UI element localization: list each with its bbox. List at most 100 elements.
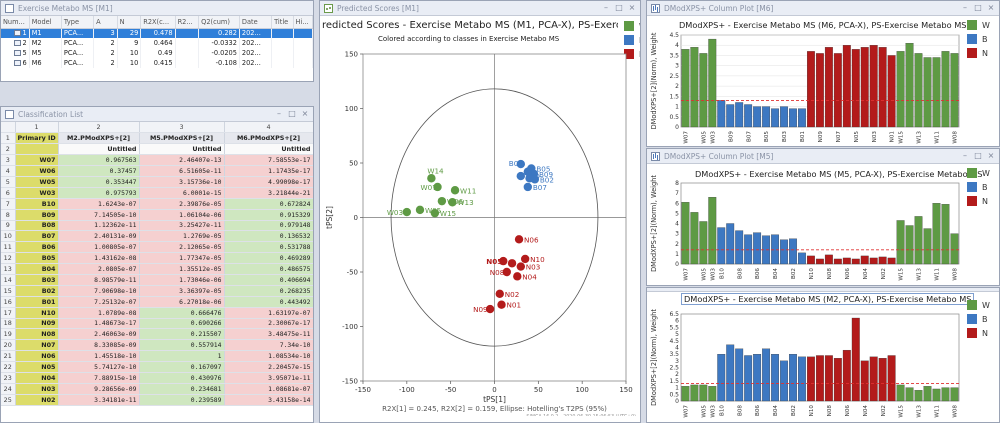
bar[interactable] [869,356,878,402]
bar[interactable] [860,255,869,265]
dmod-plot[interactable]: 00.511.522.533.544.555.566.5 W07 W05 W03 B10… [647,288,1000,423]
bar[interactable] [923,228,932,265]
bar[interactable] [860,360,869,402]
table-row[interactable]: 9 B08 1.12362e-11 3.25427e-11 0.979148 [1,220,313,232]
bar[interactable] [905,43,914,128]
bar[interactable] [780,360,788,402]
bar[interactable] [708,386,717,402]
bar[interactable] [887,257,896,265]
bar[interactable] [699,384,708,402]
score-point[interactable] [427,174,436,183]
bar[interactable] [833,358,842,402]
legend-item[interactable]: B [967,32,990,46]
bar[interactable] [735,102,744,128]
score-point[interactable] [525,174,534,183]
bar[interactable] [762,106,771,128]
bar[interactable] [851,49,860,128]
bar[interactable] [744,234,753,265]
model-col-header[interactable]: Type [61,16,95,29]
minimize-icon[interactable]: – [277,109,281,118]
maximize-icon[interactable]: □ [615,3,623,12]
table-row[interactable]: 10 B07 2.40131e-09 1.2769e-05 0.136532 [1,230,313,243]
score-point[interactable] [520,254,530,264]
score-point[interactable] [437,196,447,206]
bar[interactable] [869,257,878,265]
table-row[interactable]: 4 W06 0.37457 6.51605e-11 1.17435e-17 [1,165,313,177]
model-col-header[interactable]: Hi... [293,16,313,29]
bar[interactable] [798,252,806,265]
close-icon[interactable]: × [628,3,636,12]
bar[interactable] [780,239,788,265]
bar[interactable] [708,38,717,128]
bar[interactable] [896,384,905,402]
bar[interactable] [762,348,771,402]
score-point[interactable] [516,159,525,169]
score-point[interactable] [497,300,506,309]
bar[interactable] [780,106,788,128]
classification-titlebar[interactable]: Classification List – □ × [1,107,313,122]
bar[interactable] [798,356,806,402]
bar[interactable] [815,355,824,402]
minimize-icon[interactable]: – [963,3,967,12]
score-point[interactable] [523,182,533,192]
bar[interactable] [717,100,726,128]
legend-item[interactable]: B [967,312,990,326]
bar[interactable] [824,254,833,265]
table-row[interactable]: 20 N07 8.33085e-09 0.557914 7.34e-10 [1,339,313,352]
close-icon[interactable]: × [987,3,995,12]
bar[interactable] [699,53,708,128]
score-point[interactable] [402,207,412,217]
bar[interactable] [941,204,950,265]
score-point[interactable] [495,289,504,298]
bar[interactable] [860,47,869,128]
column-header[interactable]: M6.PModXPS+[2] [224,132,313,145]
model-col-header[interactable]: N [117,16,142,29]
score-point[interactable] [485,304,495,314]
bar[interactable] [878,47,887,128]
bar[interactable] [887,55,896,128]
bar[interactable] [869,45,878,128]
bar[interactable] [699,221,708,265]
bar[interactable] [717,227,726,265]
column-header[interactable]: M5.PModXPS+[2] [139,132,225,145]
bar[interactable] [815,53,824,128]
bar[interactable] [681,202,690,265]
model-col-header[interactable]: A [93,16,118,29]
bar[interactable] [833,258,842,265]
bar[interactable] [878,358,887,402]
bar[interactable] [896,220,905,265]
table-row[interactable]: 11 B06 1.00805e-07 2.12065e-05 0.531788 [1,241,313,254]
bar[interactable] [735,348,744,402]
bar[interactable] [681,49,690,128]
bar[interactable] [771,354,779,402]
column-header[interactable]: Primary ID [15,132,59,145]
legend-item[interactable]: W [624,19,640,33]
legend-item[interactable]: W [967,18,990,32]
bar[interactable] [789,108,797,128]
maximize-icon[interactable]: □ [288,109,296,118]
bar[interactable] [887,355,896,402]
bar[interactable] [798,108,806,128]
table-row[interactable]: 5 W05 0.353447 3.15736e-10 4.99098e-17 [1,176,313,188]
scores-titlebar[interactable]: Predicted Scores [M1] – □ × [320,1,640,16]
bar[interactable] [726,344,735,402]
table-row[interactable]: 22 N05 5.74127e-10 0.167097 2.20457e-15 [1,361,313,373]
bar[interactable] [726,104,735,128]
table-row[interactable]: 3 W07 0.967563 2.46407e-13 7.58553e-17 [1,154,313,167]
bar[interactable] [789,238,797,265]
bar[interactable] [753,106,762,128]
model-row[interactable]: 5 M5 PCA... 2 10 0.49 -0.0205 202... [1,48,313,58]
bar[interactable] [932,57,941,128]
bar[interactable] [735,230,744,265]
bar[interactable] [932,388,941,402]
model-col-header[interactable]: Title [271,16,294,29]
bar[interactable] [717,354,726,402]
legend-item[interactable]: B [624,33,640,47]
legend-item[interactable]: N [624,47,640,61]
table-row[interactable]: 19 N08 2.46063e-09 0.215507 3.48475e-11 [1,328,313,341]
dmod-plot[interactable]: 0 1 2 3 4 5 6 7 8 W07 W05 W03 B10 B08 B06 B04 B02 N10 N08 N… [647,149,1000,286]
table-row[interactable]: 16 B01 7.25132e-07 6.27018e-06 0.443492 [1,296,313,308]
bar[interactable] [744,355,753,402]
minimize-icon[interactable]: – [604,3,608,12]
bar[interactable] [950,387,959,402]
